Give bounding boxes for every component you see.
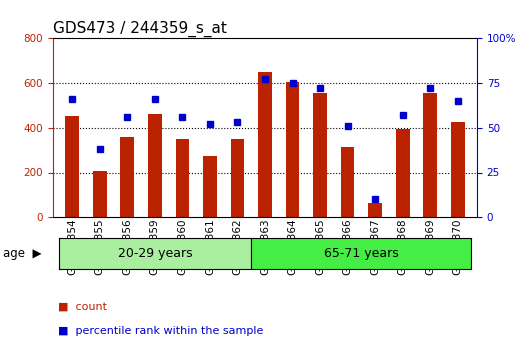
Bar <box>175 139 189 217</box>
Text: 20-29 years: 20-29 years <box>118 247 192 260</box>
Text: ■  percentile rank within the sample: ■ percentile rank within the sample <box>58 326 264 336</box>
Text: GDS473 / 244359_s_at: GDS473 / 244359_s_at <box>53 20 227 37</box>
Text: age  ▶: age ▶ <box>3 247 41 260</box>
Bar <box>258 71 272 217</box>
Bar <box>120 137 134 217</box>
Bar <box>451 122 465 217</box>
Bar <box>231 139 244 217</box>
Bar <box>341 147 355 217</box>
Bar <box>286 82 299 217</box>
Bar <box>93 171 107 217</box>
Bar <box>65 116 79 217</box>
Bar <box>423 93 437 217</box>
Text: 65-71 years: 65-71 years <box>324 247 399 260</box>
Text: ■  count: ■ count <box>58 302 107 312</box>
Bar <box>148 114 162 217</box>
Bar <box>368 203 382 217</box>
Bar <box>203 156 217 217</box>
Bar <box>396 129 410 217</box>
Bar <box>313 93 327 217</box>
